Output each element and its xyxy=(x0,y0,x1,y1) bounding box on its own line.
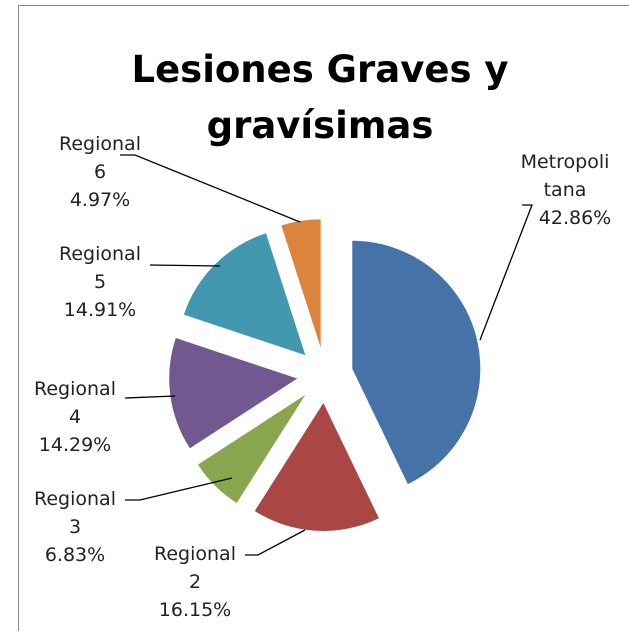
pie-slice xyxy=(197,394,306,503)
value-label: 4.97% xyxy=(69,189,131,211)
pie-slice xyxy=(352,240,481,485)
leader-line xyxy=(120,154,301,223)
value-label: 14.29% xyxy=(38,434,112,456)
value-label: 14.91% xyxy=(63,299,137,321)
category-label: Regional 4 xyxy=(34,378,116,428)
leader-line xyxy=(245,529,306,556)
chart-frame xyxy=(18,5,629,631)
pie-slice xyxy=(169,338,298,449)
category-label: Regional 6 xyxy=(59,133,141,183)
value-label: 42.86% xyxy=(538,207,612,229)
value-label: 6.83% xyxy=(44,544,106,566)
category-label: Metropolitana xyxy=(520,151,610,201)
data-label: Metropolitana 42.86% xyxy=(520,148,629,232)
leader-line xyxy=(149,264,221,267)
pie-slice xyxy=(183,233,306,356)
category-label: Regional 5 xyxy=(59,243,141,293)
value-label: 16.15% xyxy=(158,599,232,621)
data-label: Regional 6 4.97% xyxy=(50,130,150,214)
leader-line xyxy=(479,204,533,341)
category-label: Regional 2 xyxy=(154,543,236,593)
leader-line xyxy=(124,395,176,399)
pie-slice xyxy=(281,219,321,348)
leader-line xyxy=(125,477,233,501)
pie-slice xyxy=(254,402,379,531)
category-label: Regional 3 xyxy=(34,488,116,538)
data-label: Regional 4 14.29% xyxy=(25,375,125,459)
data-label: Regional 5 14.91% xyxy=(50,240,150,324)
data-label: Regional 2 16.15% xyxy=(145,540,245,624)
chart-title: Lesiones Graves y gravísimas xyxy=(131,48,509,147)
data-label: Regional 3 6.83% xyxy=(25,485,125,569)
